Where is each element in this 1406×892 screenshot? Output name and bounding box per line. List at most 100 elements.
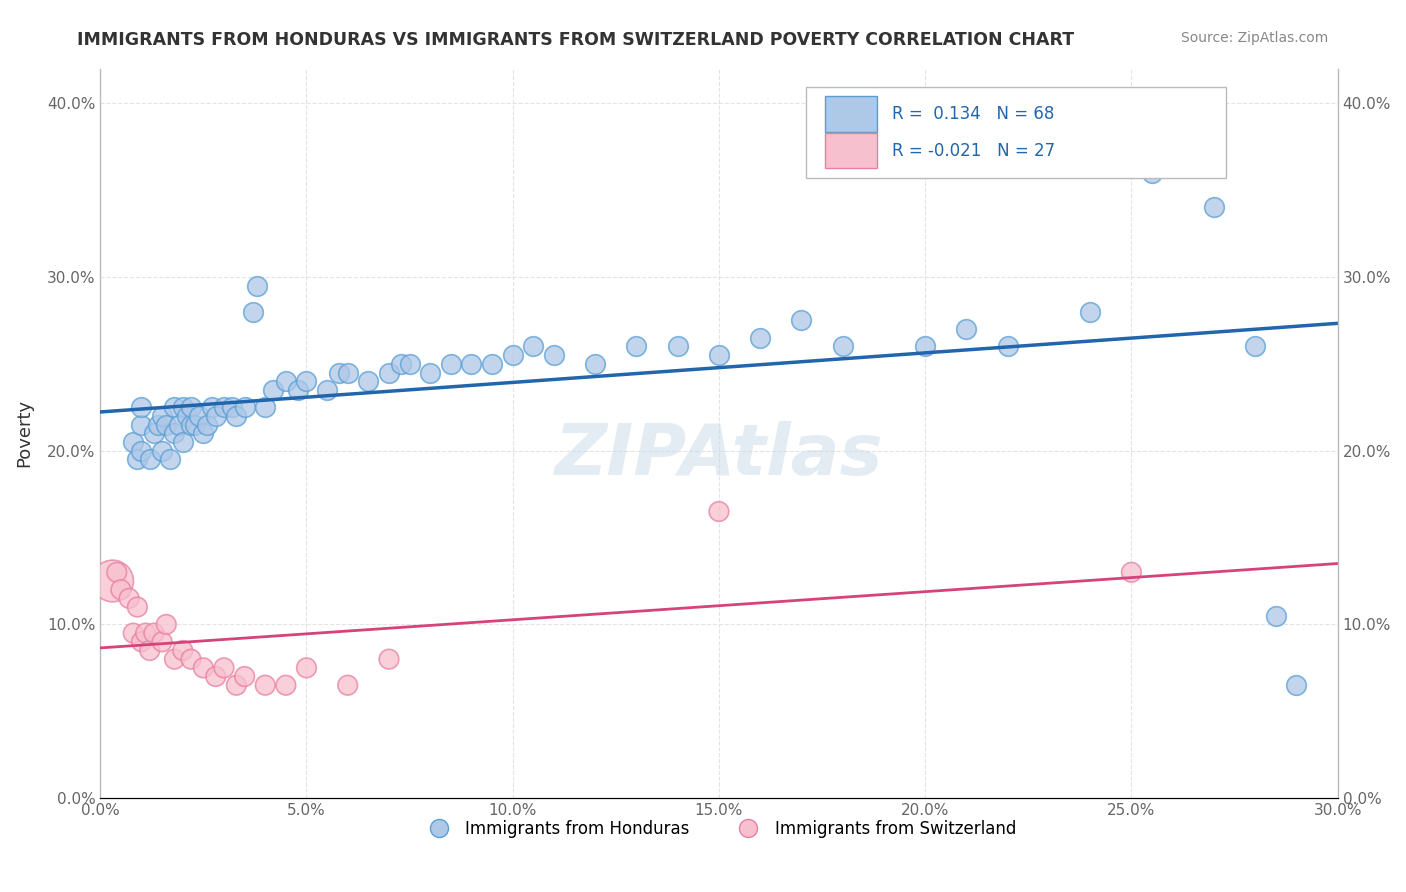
Point <box>131 401 153 415</box>
Point <box>287 383 309 397</box>
Point <box>831 339 853 353</box>
Point <box>246 278 269 293</box>
Point <box>328 366 350 380</box>
Point <box>749 331 772 345</box>
Point <box>955 322 977 336</box>
Point <box>1078 304 1101 318</box>
Point <box>274 678 297 692</box>
Text: R =  0.134   N = 68: R = 0.134 N = 68 <box>893 105 1054 123</box>
Point <box>131 634 153 648</box>
Text: ZIPAtlas: ZIPAtlas <box>555 421 883 490</box>
Point <box>295 374 318 388</box>
Point <box>180 417 202 432</box>
Point <box>419 366 441 380</box>
Point <box>212 401 235 415</box>
Point <box>172 435 194 450</box>
Point <box>1202 201 1225 215</box>
Point <box>378 652 401 666</box>
Point <box>184 417 207 432</box>
Point <box>131 443 153 458</box>
Point <box>155 417 177 432</box>
Point <box>1182 122 1205 136</box>
Point <box>150 443 173 458</box>
Point <box>997 339 1019 353</box>
Legend: Immigrants from Honduras, Immigrants from Switzerland: Immigrants from Honduras, Immigrants fro… <box>415 814 1022 845</box>
Point <box>163 401 186 415</box>
Point <box>914 339 936 353</box>
Point <box>440 357 463 371</box>
Point <box>502 348 524 362</box>
Point <box>398 357 420 371</box>
Point <box>139 452 162 467</box>
Text: Source: ZipAtlas.com: Source: ZipAtlas.com <box>1181 31 1329 45</box>
Point <box>225 409 247 423</box>
Point <box>188 409 211 423</box>
Point <box>254 678 277 692</box>
Point <box>336 678 359 692</box>
Point <box>254 401 277 415</box>
Point <box>172 643 194 657</box>
Point <box>193 661 215 675</box>
Point <box>336 366 359 380</box>
FancyBboxPatch shape <box>825 133 877 169</box>
Point <box>221 401 243 415</box>
Text: R = -0.021   N = 27: R = -0.021 N = 27 <box>893 142 1056 160</box>
Point <box>122 435 145 450</box>
Point <box>193 426 215 441</box>
FancyBboxPatch shape <box>806 87 1226 178</box>
Point <box>460 357 482 371</box>
Point <box>263 383 285 397</box>
Point <box>122 626 145 640</box>
Point <box>378 366 401 380</box>
Point <box>142 626 165 640</box>
Point <box>389 357 412 371</box>
Point <box>150 409 173 423</box>
Point <box>146 417 169 432</box>
Point <box>155 617 177 632</box>
Point <box>1264 608 1286 623</box>
Point <box>295 661 318 675</box>
Text: IMMIGRANTS FROM HONDURAS VS IMMIGRANTS FROM SWITZERLAND POVERTY CORRELATION CHAR: IMMIGRANTS FROM HONDURAS VS IMMIGRANTS F… <box>77 31 1074 49</box>
Point <box>167 417 190 432</box>
Point <box>139 643 162 657</box>
Point <box>135 626 157 640</box>
Point <box>197 417 219 432</box>
Point <box>543 348 565 362</box>
Point <box>142 426 165 441</box>
Point <box>172 401 194 415</box>
Point <box>1121 566 1143 580</box>
Point <box>101 574 124 588</box>
Point <box>233 669 256 683</box>
Point <box>522 339 544 353</box>
Point <box>233 401 256 415</box>
Point <box>204 409 226 423</box>
Point <box>180 652 202 666</box>
Point <box>1285 678 1308 692</box>
FancyBboxPatch shape <box>825 96 877 132</box>
Point <box>242 304 264 318</box>
Point <box>131 417 153 432</box>
Point <box>790 313 813 327</box>
Point <box>127 600 149 615</box>
Point <box>1244 339 1267 353</box>
Point <box>159 452 181 467</box>
Point <box>180 401 202 415</box>
Point <box>212 661 235 675</box>
Point <box>707 348 730 362</box>
Point <box>274 374 297 388</box>
Point <box>481 357 503 371</box>
Point <box>707 504 730 518</box>
Point <box>225 678 247 692</box>
Point <box>1140 166 1163 180</box>
Y-axis label: Poverty: Poverty <box>15 400 32 467</box>
Point <box>666 339 689 353</box>
Point <box>163 652 186 666</box>
Point <box>316 383 339 397</box>
Point <box>176 409 198 423</box>
Point <box>357 374 380 388</box>
Point <box>204 669 226 683</box>
Point <box>118 591 141 606</box>
Point <box>150 634 173 648</box>
Point <box>105 566 128 580</box>
Point <box>110 582 132 597</box>
